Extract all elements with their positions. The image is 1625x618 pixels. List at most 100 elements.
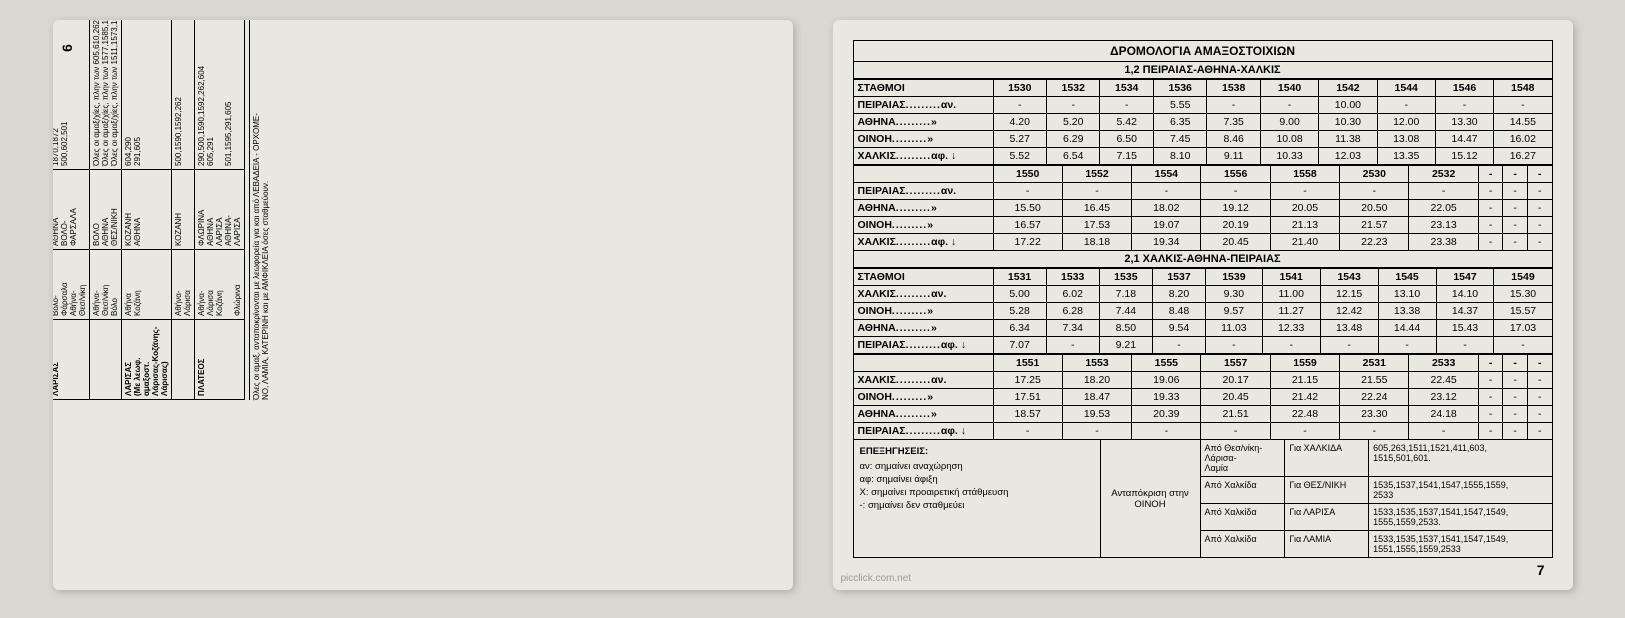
train-number: 1541 [1262, 269, 1320, 286]
time-cell: 11.00 [1262, 286, 1320, 303]
train-number: 1531 [993, 269, 1046, 286]
time-cell: 13.48 [1320, 320, 1378, 337]
time-cell: 5.55 [1153, 97, 1206, 114]
time-cell: - [1527, 389, 1552, 406]
time-cell: - [1062, 183, 1131, 200]
right-page: ΔΡΟΜΟΛΟΓΙΑ ΑΜΑΞΟΣΤΟΙΧΙΩΝ 1,2 ΠΕΙΡΑΙΑΣ-ΑΘ… [833, 20, 1573, 590]
stations-header [853, 355, 993, 372]
time-cell: - [1046, 97, 1099, 114]
time-cell: - [1478, 372, 1503, 389]
time-cell: 15.50 [993, 200, 1062, 217]
timetable-row: ΑΘΗΝΑ.........»4.205.205.426.357.359.001… [853, 114, 1552, 131]
explain-conn-row: Από ΧαλκίδαΓια ΛΑΡΙΣΑ1533,1535,1537,1541… [1201, 504, 1552, 531]
time-cell: - [1132, 423, 1201, 440]
time-cell: 13.10 [1378, 286, 1436, 303]
time-cell: 11.27 [1262, 303, 1320, 320]
time-cell: 22.24 [1340, 389, 1409, 406]
time-cell: 17.25 [993, 372, 1062, 389]
time-cell: - [1270, 183, 1339, 200]
train-number: 1544 [1377, 80, 1435, 97]
train-number: 2530 [1340, 166, 1409, 183]
explain-line: -: σημαίνει δεν σταθμεύει [860, 500, 1094, 511]
explain-conn-row: Από Θεσ/νίκη- Λάρισα- ΛαμίαΓια ΧΑΛΚΙΔΑ60… [1201, 440, 1552, 477]
timetable-row: ΑΘΗΝΑ.........»18.5719.5320.3921.5122.48… [853, 406, 1552, 423]
time-cell: 6.29 [1046, 131, 1099, 148]
time-cell: 10.30 [1319, 114, 1377, 131]
time-cell: 15.30 [1494, 286, 1552, 303]
train-number: 1550 [993, 166, 1062, 183]
time-cell: 10.33 [1260, 148, 1318, 165]
station-name: ΠΕΙΡΑΙΑΣ.........αν. [853, 183, 993, 200]
time-cell: - [1201, 423, 1270, 440]
train-number: - [1527, 166, 1552, 183]
train-number: 1543 [1320, 269, 1378, 286]
explain-line: αν: σημαίνει αναχώρηση [860, 461, 1094, 472]
connections-table: ΣΤΟ ΣΤΑΘΜΟΑπόΓιαΑνταποκρινόμενες αμαξ. Π… [53, 20, 245, 400]
time-cell: 5.20 [1046, 114, 1099, 131]
time-cell: 13.30 [1435, 114, 1493, 131]
time-cell: 21.42 [1270, 389, 1339, 406]
time-cell: - [1436, 337, 1494, 354]
time-cell: 10.08 [1260, 131, 1318, 148]
time-cell: 19.33 [1132, 389, 1201, 406]
conn-row: ΛΑΡΙΣΑΣΒόλο- Φάρσαλα Αθήνα- Θεσ/νίκηΑΘΗΝ… [53, 20, 89, 400]
time-cell: 20.19 [1201, 217, 1270, 234]
time-cell: - [1527, 406, 1552, 423]
train-number: 1553 [1062, 355, 1131, 372]
train-number: 1534 [1100, 80, 1153, 97]
time-cell: - [1201, 183, 1270, 200]
station-name: ΑΘΗΝΑ.........» [853, 320, 993, 337]
train-number: 1551 [993, 355, 1062, 372]
time-cell: - [1260, 97, 1318, 114]
time-cell: - [1527, 372, 1552, 389]
timetable-row: ΧΑΛΚΙΣ.........αφ. ↓5.526.547.158.109.11… [853, 148, 1552, 165]
route-2-title: 2,1 ΧΑΛΚΙΣ-ΑΘΗΝΑ-ΠΕΙΡΑΙΑΣ [853, 251, 1553, 268]
train-number: 1556 [1201, 166, 1270, 183]
train-number: 1542 [1319, 80, 1377, 97]
time-cell: 9.11 [1207, 148, 1260, 165]
time-cell: 18.18 [1062, 234, 1131, 251]
time-cell: 18.20 [1062, 372, 1131, 389]
time-cell: 21.40 [1270, 234, 1339, 251]
station-name: ΟΙΝΟΗ.........» [853, 217, 993, 234]
time-cell: 5.27 [993, 131, 1046, 148]
time-cell: - [1478, 406, 1503, 423]
time-cell: 6.50 [1100, 131, 1153, 148]
time-cell: 17.22 [993, 234, 1062, 251]
time-cell: 17.53 [1062, 217, 1131, 234]
time-cell: 15.57 [1494, 303, 1552, 320]
time-cell: - [1100, 97, 1153, 114]
station-name: ΠΕΙΡΑΙΑΣ.........αφ. ↓ [853, 337, 993, 354]
timetable-row: ΟΙΝΟΗ.........»17.5118.4719.3320.4521.42… [853, 389, 1552, 406]
conn-row: ΠΛΑΤΕΟΣΑθήνα- Λάρισα Κοζάνη ΦλώριναΦΛΩΡΙ… [194, 20, 244, 400]
time-cell: - [1320, 337, 1378, 354]
train-number: - [1478, 355, 1503, 372]
station-name: ΠΕΙΡΑΙΑΣ.........αφ. ↓ [853, 423, 993, 440]
time-cell: - [1527, 217, 1552, 234]
time-cell: 14.44 [1378, 320, 1436, 337]
time-cell: 7.07 [993, 337, 1046, 354]
time-cell: - [1503, 200, 1528, 217]
time-cell: 11.03 [1206, 320, 1263, 337]
time-cell: 13.35 [1377, 148, 1435, 165]
explain-conn-row: Από ΧαλκίδαΓια ΛΑΜΙΑ1533,1535,1537,1541,… [1201, 531, 1552, 558]
time-cell: - [993, 183, 1062, 200]
time-cell: 9.57 [1206, 303, 1263, 320]
station-name: ΧΑΛΚΙΣ.........αφ. ↓ [853, 148, 993, 165]
train-number: - [1503, 355, 1528, 372]
time-cell: 13.38 [1378, 303, 1436, 320]
train-number: 2533 [1409, 355, 1478, 372]
time-cell: 21.57 [1340, 217, 1409, 234]
time-cell: - [1527, 200, 1552, 217]
time-cell: - [1503, 372, 1528, 389]
time-cell: 7.18 [1099, 286, 1152, 303]
time-cell: - [1478, 234, 1503, 251]
stations-header: ΣΤΑΘΜΟΙ [853, 269, 993, 286]
time-cell: 7.34 [1046, 320, 1099, 337]
explain-conn-row: Από ΧαλκίδαΓια ΘΕΣ/ΝΙΚΗ1535,1537,1541,15… [1201, 477, 1552, 504]
stations-header [853, 166, 993, 183]
time-cell: - [993, 97, 1046, 114]
time-cell: 15.43 [1436, 320, 1494, 337]
time-cell: 7.35 [1207, 114, 1260, 131]
train-number: 1532 [1046, 80, 1099, 97]
